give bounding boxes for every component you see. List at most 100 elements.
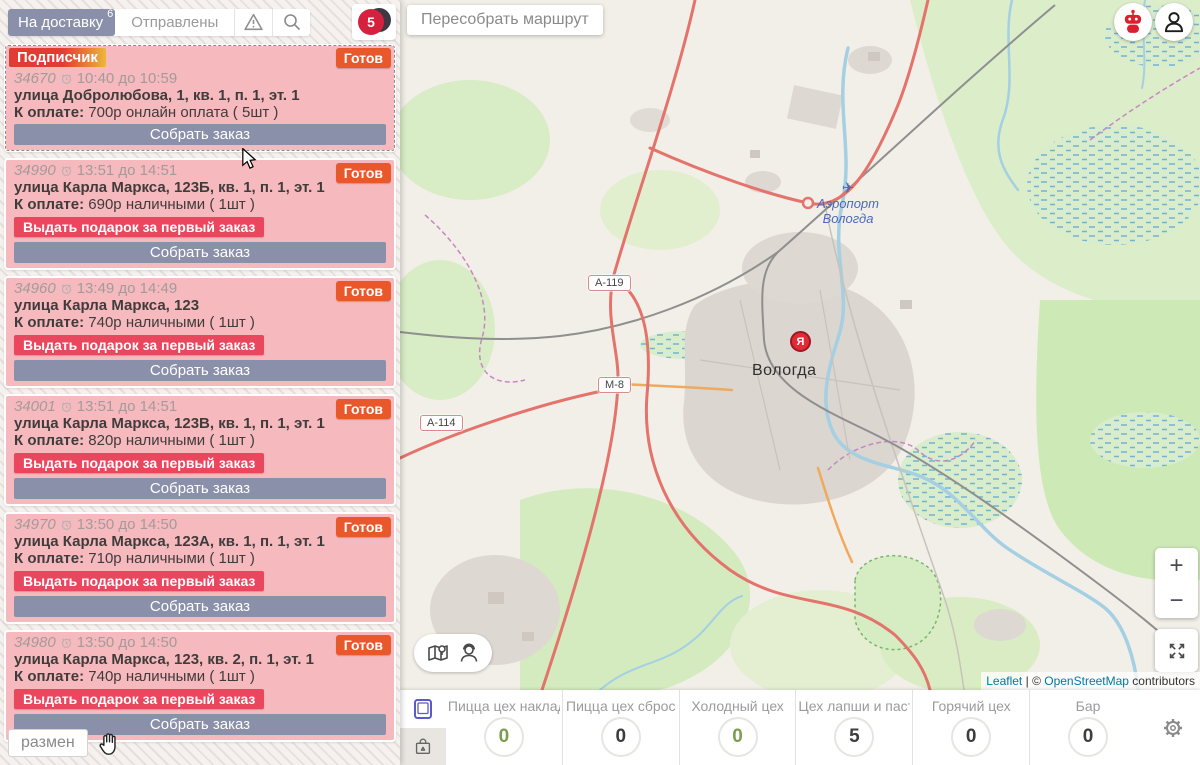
order-card[interactable]: Готов 34990 13:51 до 14:51 улица Карла М… xyxy=(4,158,396,270)
zoom-out-button[interactable]: − xyxy=(1155,583,1198,618)
status-badge: Готов xyxy=(335,399,391,419)
map-attribution: Leaflet | © OpenStreetMap contributors xyxy=(981,672,1200,690)
order-number: 34990 xyxy=(14,162,56,179)
station-label: Холодный цех xyxy=(691,698,784,714)
orders-sidebar: На доставку 6 Отправлены 5 xyxy=(0,0,400,765)
device-tab[interactable] xyxy=(400,690,446,728)
order-number: 34001 xyxy=(14,398,56,415)
order-address: улица Карла Маркса, 123, кв. 2, п. 1, эт… xyxy=(14,651,314,668)
stations-bar-tabs xyxy=(400,690,446,765)
sidebar-header: На доставку 6 Отправлены 5 xyxy=(8,4,396,40)
robot-icon xyxy=(1124,9,1142,33)
station-count: 5 xyxy=(849,726,860,747)
status-badge: Готов xyxy=(335,48,391,68)
order-payment: К оплате: 740р наличными ( 1шт ) xyxy=(14,314,255,331)
tab-sent[interactable]: Отправлены xyxy=(131,13,219,31)
station-hot[interactable]: Горячий цех 0 xyxy=(912,690,1029,765)
collect-order-button[interactable]: Собрать заказ xyxy=(14,124,386,145)
gift-button[interactable]: Выдать подарок за первый заказ xyxy=(14,453,265,473)
warning-button[interactable] xyxy=(234,8,272,36)
order-address: улица Добролюбова, 1, кв. 1, п. 1, эт. 1 xyxy=(14,87,300,104)
station-label: Горячий цех xyxy=(931,698,1011,714)
status-badge: Готов xyxy=(335,163,391,183)
warning-triangle-icon xyxy=(244,13,264,31)
order-card[interactable]: Готов 34980 13:50 до 14:50 улица Карла М… xyxy=(4,630,396,742)
collect-order-button[interactable]: Собрать заказ xyxy=(14,360,386,381)
station-count: 0 xyxy=(615,726,627,747)
yandex-marker[interactable]: Я xyxy=(790,331,811,352)
clock-icon xyxy=(61,166,71,176)
zoom-in-button[interactable]: + xyxy=(1155,548,1198,583)
settings-button[interactable] xyxy=(1146,690,1200,765)
station-count: 0 xyxy=(1082,726,1094,747)
road-badge: А-119 xyxy=(588,275,631,291)
clock-icon xyxy=(61,402,71,412)
station-count: 0 xyxy=(732,726,743,747)
change-money-button[interactable]: размен xyxy=(8,729,88,757)
order-time: 10:40 до 10:59 xyxy=(76,70,178,87)
clock-icon xyxy=(61,74,71,84)
order-time: 13:49 до 14:49 xyxy=(76,280,178,297)
expand-icon xyxy=(1169,643,1184,658)
plane-icon: ✈ xyxy=(841,180,855,197)
map-layers-toolbar xyxy=(414,634,492,672)
order-address: улица Карла Маркса, 123Б, кв. 1, п. 1, э… xyxy=(14,179,325,196)
map-tiles xyxy=(400,0,1200,690)
map-layer-button[interactable] xyxy=(426,641,450,665)
fullscreen-button[interactable] xyxy=(1155,629,1198,672)
collect-order-button[interactable]: Собрать заказ xyxy=(14,714,386,735)
stations-list: Пицца цех наклад... 0 Пицца цех сброс 0 … xyxy=(446,690,1146,765)
chat-bot-button[interactable] xyxy=(1114,3,1152,41)
collect-order-button[interactable]: Собрать заказ xyxy=(14,478,386,499)
collect-order-button[interactable]: Собрать заказ xyxy=(14,242,386,263)
order-card[interactable]: Подписчик Готов 34670 10:40 до 10:59 ули… xyxy=(4,44,396,152)
order-card[interactable]: Готов 34970 13:50 до 14:50 улица Карла М… xyxy=(4,512,396,624)
order-card[interactable]: Готов 34960 13:49 до 14:49 улица Карла М… xyxy=(4,276,396,388)
osm-link[interactable]: OpenStreetMap xyxy=(1044,674,1129,688)
search-icon xyxy=(284,14,300,31)
station-noodles[interactable]: Цех лапши и пасты 5 xyxy=(795,690,912,765)
map-icon xyxy=(427,645,448,661)
order-time: 13:51 до 14:51 xyxy=(76,162,178,179)
orders-bag-tab[interactable] xyxy=(400,727,446,765)
leaflet-link[interactable]: Leaflet xyxy=(986,674,1023,688)
order-payment: К оплате: 700р онлайн оплата ( 5шт ) xyxy=(14,104,279,121)
gift-button[interactable]: Выдать подарок за первый заказ xyxy=(14,689,265,709)
gift-button[interactable]: Выдать подарок за первый заказ xyxy=(14,335,265,355)
station-cold[interactable]: Холодный цех 0 xyxy=(678,690,796,765)
station-label: Пицца цех наклад... xyxy=(447,698,560,714)
tablet-icon xyxy=(414,698,432,719)
notification-badge-button[interactable]: 5 xyxy=(352,4,396,40)
order-number: 34970 xyxy=(14,516,56,533)
order-time: 13:50 до 14:50 xyxy=(76,634,178,651)
order-number: 34670 xyxy=(14,70,56,87)
stations-bar: Пицца цех наклад... 0 Пицца цех сброс 0 … xyxy=(400,690,1200,765)
notification-count: 5 xyxy=(358,9,384,35)
profile-button[interactable] xyxy=(1155,3,1193,41)
station-pizza-reset[interactable]: Пицца цех сброс 0 xyxy=(561,690,679,765)
collect-order-button[interactable]: Собрать заказ xyxy=(14,596,386,617)
courier-layer-button[interactable] xyxy=(457,641,481,665)
courier-icon xyxy=(460,643,477,662)
tab-to-delivery[interactable]: На доставку 6 xyxy=(8,7,116,36)
order-time: 13:50 до 14:50 xyxy=(76,516,178,533)
map-canvas[interactable]: А-119 М-8 А-114 Вологда ✈ Аэропорт Волог… xyxy=(400,0,1200,690)
drag-hand-icon xyxy=(99,733,116,755)
station-label: Цех лапши и пасты xyxy=(798,698,910,714)
rebuild-route-button[interactable]: Пересобрать маршрут xyxy=(407,5,603,35)
order-payment: К оплате: 710р наличными ( 1шт ) xyxy=(14,550,255,567)
station-pizza-invoice[interactable]: Пицца цех наклад... 0 xyxy=(446,690,562,765)
order-address: улица Карла Маркса, 123А, кв. 1, п. 1, э… xyxy=(14,533,325,550)
person-icon xyxy=(1164,12,1184,33)
gift-button[interactable]: Выдать подарок за первый заказ xyxy=(14,217,265,237)
gift-button[interactable]: Выдать подарок за первый заказ xyxy=(14,571,265,591)
order-number: 34980 xyxy=(14,634,56,651)
airport-label: ✈ Аэропорт Вологда xyxy=(808,180,888,226)
tab-bar: На доставку 6 Отправлены xyxy=(8,7,311,36)
tab-badge: 6 xyxy=(107,7,114,20)
search-button[interactable] xyxy=(272,8,310,36)
order-card[interactable]: Готов 34001 13:51 до 14:51 улица Карла М… xyxy=(4,394,396,506)
station-bar[interactable]: Бар 0 xyxy=(1029,690,1146,765)
bag-icon xyxy=(415,738,431,755)
